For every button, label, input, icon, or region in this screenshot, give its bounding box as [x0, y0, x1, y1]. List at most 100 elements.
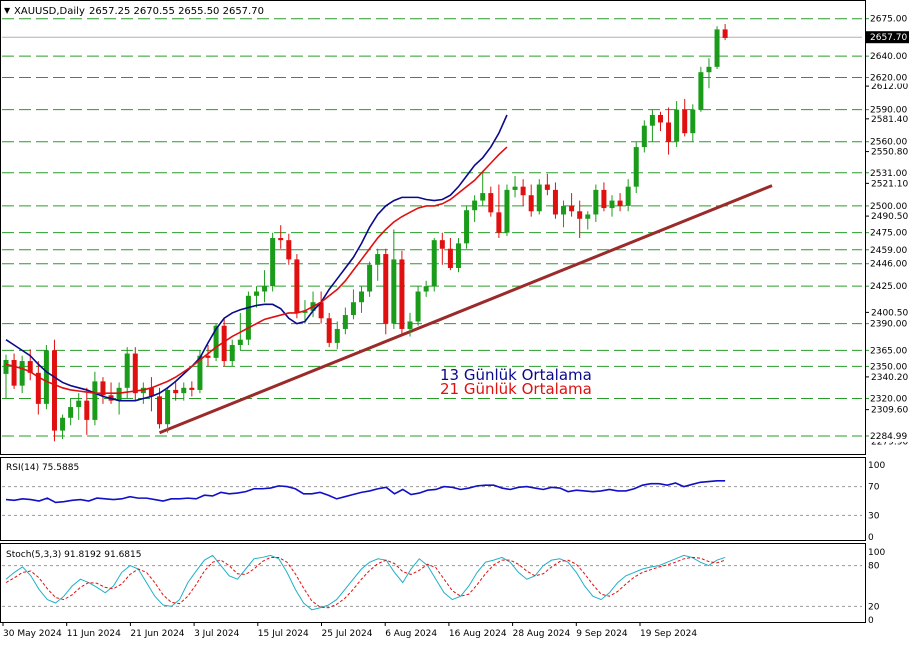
level-tag-label: 2500.00 [870, 202, 907, 212]
candle-body [625, 186, 631, 206]
candle-body [504, 189, 510, 233]
candle-body [229, 345, 235, 362]
level-tag-bg [866, 166, 909, 179]
current-price-tag [866, 31, 909, 44]
candle-body [11, 359, 17, 386]
level-tag-bg [866, 392, 909, 405]
candle-body [157, 396, 163, 425]
level-tag-bg [866, 257, 909, 270]
price-tick-label: 2279.90 [871, 437, 908, 447]
candle-body [641, 125, 647, 148]
ma21-legend-label: 21 Günlük Ortalama [440, 380, 592, 398]
stoch-tick-label: 0 [868, 616, 874, 626]
candle-body [173, 389, 179, 394]
candle-body [536, 184, 542, 212]
candle-body [51, 350, 57, 431]
time-tick-label: 28 Aug 2024 [513, 629, 571, 639]
candle-body [455, 243, 461, 268]
candle-body [407, 321, 413, 329]
level-tag-label: 2620.00 [870, 74, 907, 84]
candle-body [447, 248, 453, 268]
rsi-tick-label: 30 [868, 511, 880, 521]
trendline [158, 184, 773, 435]
candle-body [431, 240, 437, 287]
time-tick-label: 6 Aug 2024 [385, 629, 437, 639]
candle-body [528, 195, 534, 212]
level-tag-bg [866, 71, 909, 84]
candle-body [132, 353, 138, 394]
level-tag-bg [866, 317, 909, 330]
candle-body [294, 259, 300, 313]
candle-body [391, 259, 397, 324]
level-tag-label: 2390.00 [870, 320, 907, 330]
candle-body [561, 205, 567, 215]
rsi-tick-label: 70 [868, 483, 880, 493]
price-tick-label: 2550.80 [871, 148, 908, 158]
level-tag-label: 2459.00 [870, 246, 907, 256]
candle-body [181, 387, 187, 394]
candle-body [472, 200, 478, 211]
price-axis: 2612.00 2581.40 2550.80 2521.10 2490.50 2400.… [865, 12, 909, 447]
candle-body [205, 355, 211, 358]
level-tag-label: 2365.00 [870, 346, 907, 356]
time-tick-label: 15 Jul 2024 [258, 629, 309, 639]
level-tag-label: 2560.00 [870, 138, 907, 148]
candle-body [698, 72, 704, 110]
level-tag-label: 2640.00 [870, 52, 907, 62]
level-tag-bg [866, 280, 909, 293]
candle-body [722, 29, 728, 38]
candle-body [601, 189, 607, 209]
candle-body [189, 387, 195, 390]
candle-body [706, 66, 712, 73]
candle-body [116, 387, 122, 401]
candle-body [165, 389, 171, 425]
price-tick-label: 2490.50 [871, 212, 908, 222]
time-tick-label: 9 Sep 2024 [576, 629, 628, 639]
price-tick-label: 2309.60 [871, 406, 908, 416]
candle-body [367, 264, 373, 292]
candle-body [617, 200, 623, 206]
candle-body [649, 114, 655, 126]
price-tick-label: 2581.40 [871, 115, 908, 125]
price-tick-label: 2521.10 [871, 179, 908, 189]
level-tag-bg [866, 429, 909, 442]
stoch-panel-frame [0, 543, 866, 623]
candle-body [520, 186, 526, 196]
candle-body [464, 210, 470, 244]
candle-body [512, 186, 518, 190]
time-tick-label: 16 Aug 2024 [449, 629, 507, 639]
level-tag-label: 2446.00 [870, 260, 907, 270]
candle-body [43, 350, 49, 404]
level-tag-bg [866, 199, 909, 212]
ma13-legend-label: 13 Günlük Ortalama [440, 366, 592, 384]
candle-body [278, 238, 284, 241]
candle-body [569, 205, 575, 212]
candle-body [383, 254, 389, 324]
candle-body [27, 361, 33, 373]
level-tag-bg [866, 243, 909, 256]
candle-body [100, 381, 106, 396]
rsi-tick-label: 0 [868, 533, 874, 543]
level-tag-label: 2320.00 [870, 395, 907, 405]
candle-body [674, 109, 680, 142]
level-tag-bg [866, 226, 909, 239]
level-tag-bg [866, 135, 909, 148]
rsi-line [5, 480, 726, 504]
stoch-main-line [5, 554, 726, 611]
candle-body [334, 328, 340, 343]
candle-body [124, 353, 130, 388]
candle-body [439, 240, 445, 249]
price-tick-label: 2340.20 [871, 373, 908, 383]
candle-body [3, 359, 9, 374]
candle-body [35, 372, 41, 404]
rsi-panel-frame [0, 457, 866, 541]
candle-body [318, 302, 324, 319]
candle-body [359, 291, 365, 303]
candle-body [552, 189, 558, 215]
stoch-tick-label: 100 [868, 548, 885, 558]
candle-body [221, 325, 227, 362]
collapse-arrow-icon[interactable]: ▼ [4, 6, 11, 15]
candle-body [342, 315, 348, 329]
candle-body [633, 147, 639, 187]
